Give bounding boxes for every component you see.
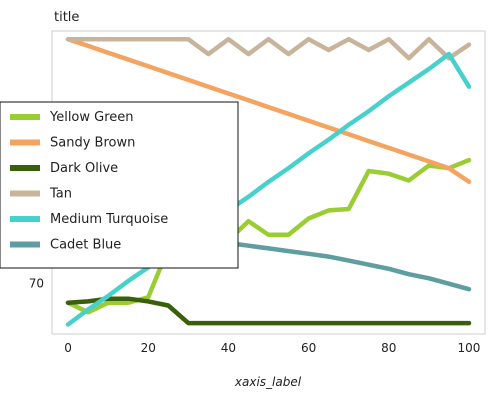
x-tick-label: 100: [458, 341, 481, 355]
series-line-dark-olive: [65, 296, 472, 326]
series-line-tan: [65, 36, 472, 61]
legend-label: Yellow Green: [49, 110, 134, 125]
x-tick-label: 20: [141, 341, 156, 355]
legend-box: [0, 101, 239, 269]
legend-swatch: [10, 114, 40, 120]
legend-swatch: [10, 190, 40, 197]
x-tick-label: 0: [64, 341, 72, 355]
legend-label: Dark Olive: [50, 161, 118, 176]
legend-label: Medium Turquoise: [50, 212, 168, 227]
legend-label: Cadet Blue: [50, 238, 121, 253]
legend-swatch: [10, 165, 40, 171]
legend-swatch: [10, 139, 40, 146]
y-tick-label: 70: [29, 277, 44, 291]
chart-title: title: [54, 10, 79, 25]
x-tick-label: 40: [221, 341, 236, 355]
legend-label: Sandy Brown: [50, 136, 135, 151]
series-line-sandy-brown: [65, 36, 472, 185]
legend-label: Tan: [49, 187, 72, 202]
series-line-medium-turquoise: [65, 51, 472, 327]
legend-swatch: [10, 241, 40, 248]
x-axis-label: xaxis_label: [234, 375, 302, 389]
legend-swatch: [10, 216, 40, 222]
x-tick-label: 60: [301, 341, 316, 355]
legend: Yellow Green Sandy Brown Dark Olive Tan Medi…: [0, 101, 239, 269]
x-tick-label: 80: [381, 341, 396, 355]
